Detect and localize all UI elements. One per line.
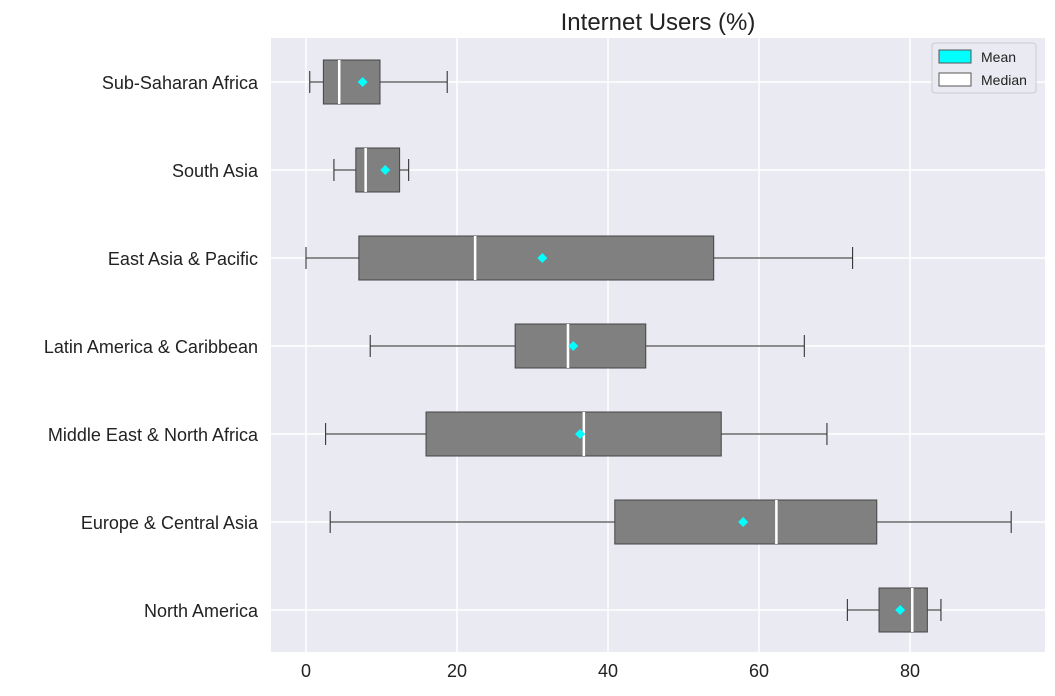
iqr-box — [355, 147, 401, 193]
y-tick-label: Latin America & Caribbean — [44, 337, 258, 357]
y-tick-label: Sub-Saharan Africa — [102, 73, 259, 93]
y-tick-label: East Asia & Pacific — [108, 249, 258, 269]
y-tick-label: Europe & Central Asia — [81, 513, 259, 533]
box-0 — [309, 59, 448, 105]
y-tick-label: South Asia — [172, 161, 259, 181]
box-3 — [369, 323, 805, 369]
mean-marker — [357, 77, 368, 87]
legend-median-swatch — [938, 72, 972, 87]
mean-marker — [895, 605, 906, 615]
x-tick-label: 80 — [900, 661, 920, 681]
legend-median-label: Median — [981, 72, 1027, 88]
x-tick-label: 60 — [749, 661, 769, 681]
iqr-box — [514, 323, 647, 369]
x-tick-label: 0 — [301, 661, 311, 681]
legend-mean-label: Mean — [981, 49, 1016, 65]
y-tick-label: Middle East & North Africa — [48, 425, 259, 445]
box-4 — [325, 411, 828, 457]
y-tick-label: North America — [144, 601, 259, 621]
legend-mean-swatch — [938, 49, 972, 64]
x-tick-label: 40 — [598, 661, 618, 681]
box-6 — [846, 587, 942, 633]
iqr-box — [425, 411, 722, 457]
mean-marker — [380, 165, 391, 175]
mean-marker — [568, 341, 579, 351]
mean-marker — [537, 253, 548, 263]
iqr-box — [322, 59, 381, 105]
plot-area — [271, 38, 1045, 652]
chart-title: Internet Users (%) — [561, 9, 756, 36]
box-2 — [305, 235, 854, 281]
box-1 — [333, 147, 410, 193]
box-5 — [329, 499, 1012, 545]
mean-marker — [738, 517, 749, 527]
mean-marker — [575, 429, 586, 439]
iqr-box — [358, 235, 715, 281]
legend: Mean Median — [931, 42, 1037, 94]
x-tick-label: 20 — [447, 661, 467, 681]
